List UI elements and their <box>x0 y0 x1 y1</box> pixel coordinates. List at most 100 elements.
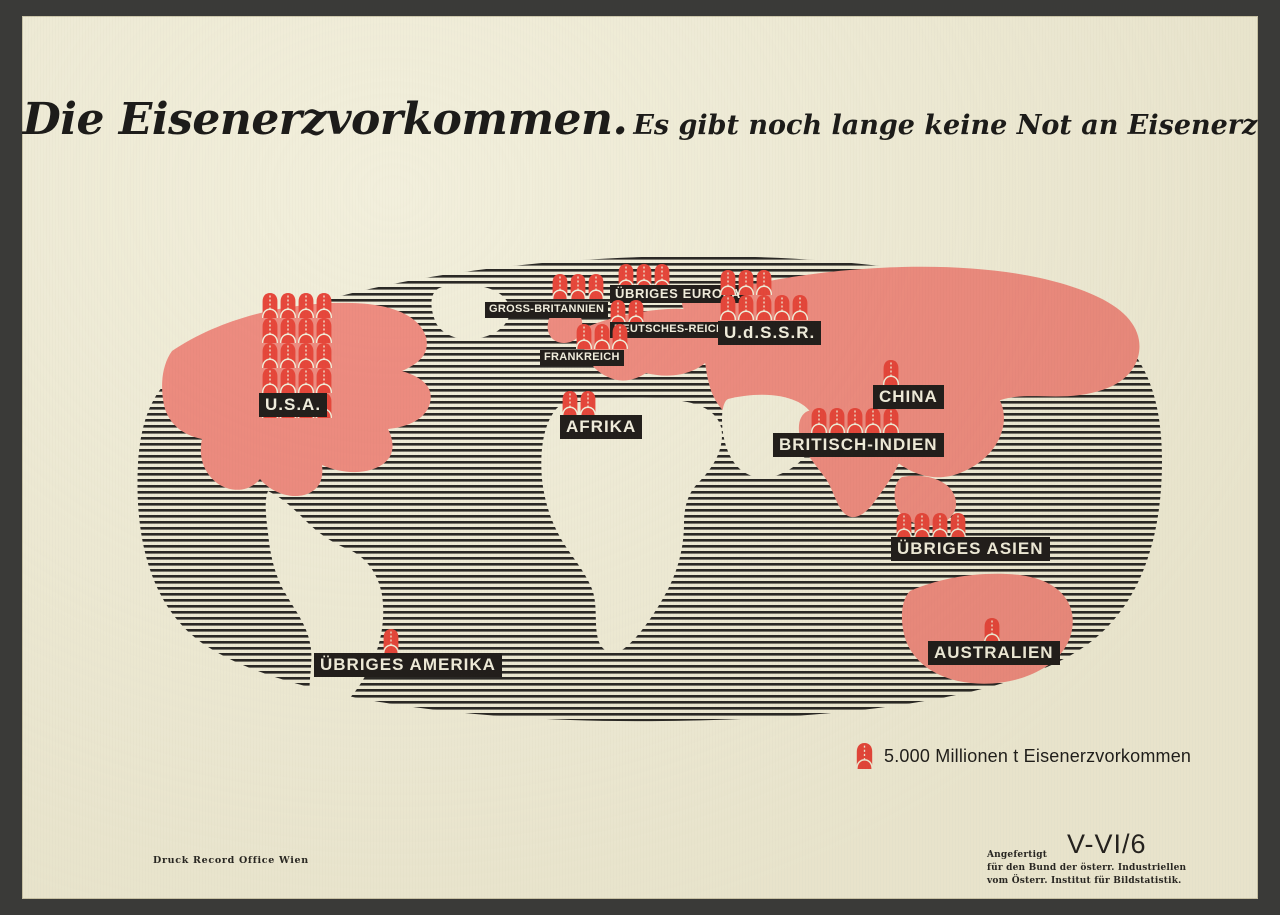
ore-pile-icon <box>932 513 948 538</box>
label-udssr[interactable]: U.d.S.S.R. <box>718 321 822 345</box>
ore-pile-icon <box>298 343 314 368</box>
ore-pile-icon <box>720 270 736 295</box>
pictogram-row <box>383 629 401 654</box>
ore-pile-icon <box>280 293 296 318</box>
ore-pile-icon <box>883 408 899 433</box>
ore-pile-icon <box>720 295 736 320</box>
title-main: Die Eisenerzvorkommen. <box>22 94 628 145</box>
label-afrika[interactable]: AFRIKA <box>560 415 643 439</box>
cluster-deutsches-reich <box>610 300 646 325</box>
ore-pile-icon <box>316 293 332 318</box>
pictogram-row <box>552 274 606 299</box>
ore-pile-icon <box>610 300 626 325</box>
ore-pile-icon <box>883 360 899 385</box>
ore-pile-icon <box>865 408 881 433</box>
ore-pile-icon <box>811 408 827 433</box>
legend: 5.000 Millionen t Eisenerzvorkommen <box>856 743 1192 770</box>
ore-pile-icon <box>280 318 296 343</box>
ore-pile-icon <box>280 343 296 368</box>
ore-pile-icon <box>262 293 278 318</box>
ore-pile-icon <box>896 513 912 538</box>
ore-pile-icon <box>883 408 899 433</box>
ore-pile-icon <box>792 295 808 320</box>
ore-pile-icon <box>950 513 966 538</box>
cluster-udssr <box>720 270 810 320</box>
pictogram-row <box>262 293 334 318</box>
ore-pile-icon <box>829 408 845 433</box>
ore-pile-icon <box>316 343 332 368</box>
ore-pile-icon <box>847 408 863 433</box>
label-uebriges-amerika[interactable]: ÜBRIGES AMERIKA <box>314 653 502 677</box>
ore-pile-icon <box>316 293 332 318</box>
ore-pile-icon <box>383 629 399 654</box>
ore-pile-icon <box>654 264 670 289</box>
label-china[interactable]: CHINA <box>873 385 944 409</box>
legend-label: 5.000 Millionen t Eisenerzvorkommen <box>884 745 1192 766</box>
ore-pile-icon <box>738 295 754 320</box>
ore-pile-icon <box>610 300 626 325</box>
ore-pile-icon <box>576 324 592 349</box>
ore-pile-icon <box>298 343 314 368</box>
ore-pile-icon <box>298 293 314 318</box>
ore-pile-icon <box>883 360 899 385</box>
ore-pile-icon <box>774 295 790 320</box>
ore-pile-icon <box>738 295 754 320</box>
credit-line-3: vom Österr. Institut für Bildstatistik. <box>987 876 1182 887</box>
ore-pile-icon <box>280 368 296 393</box>
ore-pile-icon <box>829 408 845 433</box>
credit-line-1: Angefertigt <box>987 850 1048 860</box>
pictogram-row <box>984 618 1002 643</box>
ore-pile-icon <box>984 618 1000 643</box>
pictogram-row <box>720 295 810 320</box>
label-gross-britannien[interactable]: GROSS-BRITANNIEN <box>485 302 609 318</box>
cluster-frankreich <box>576 324 630 349</box>
label-australien[interactable]: AUSTRALIEN <box>928 641 1060 665</box>
label-usa[interactable]: U.S.A. <box>259 393 328 417</box>
ore-pile-icon <box>562 391 578 416</box>
cluster-china <box>883 360 901 385</box>
plate-number: V-VI/6 <box>1067 829 1147 859</box>
label-frankreich[interactable]: FRANKREICH <box>540 350 624 366</box>
pictogram-row <box>262 318 334 343</box>
ore-pile-icon <box>576 324 592 349</box>
ore-pile-icon <box>932 513 948 538</box>
ore-pile-icon <box>298 368 314 393</box>
ore-pile-icon <box>594 324 610 349</box>
land-africa <box>541 397 722 653</box>
label-deutsches-reich[interactable]: DEUTSCHES-REICH <box>610 322 729 338</box>
title-subtitle: Es gibt noch lange keine Not an Eisenerz <box>633 110 1258 141</box>
ore-pile-icon <box>298 318 314 343</box>
ore-pile-icon <box>280 293 296 318</box>
ore-pile-icon <box>738 270 754 295</box>
ore-pile-icon <box>756 270 772 295</box>
pictogram-row <box>262 343 334 368</box>
ore-pile-icon <box>262 293 278 318</box>
ore-pile-icon <box>594 324 610 349</box>
ore-pile-icon <box>896 513 912 538</box>
ore-pile-icon <box>316 343 332 368</box>
land-greenland <box>431 284 510 340</box>
label-uebriges-asien[interactable]: ÜBRIGES ASIEN <box>891 537 1050 561</box>
label-uebriges-europa[interactable]: ÜBRIGES EUROPA <box>610 285 746 303</box>
ore-pile-icon <box>618 264 634 289</box>
page-title: Die Eisenerzvorkommen. Es gibt noch lange… <box>22 94 1258 145</box>
ore-pile-icon <box>580 391 596 416</box>
pictogram-row <box>811 408 901 433</box>
ore-pile-icon <box>383 629 399 654</box>
ore-pile-icon <box>552 274 568 299</box>
cluster-australien <box>984 618 1002 643</box>
cluster-uebriges-europa <box>618 264 672 289</box>
ore-pile-icon <box>262 343 278 368</box>
label-britisch-indien[interactable]: BRITISCH-INDIEN <box>773 433 944 457</box>
ore-pile-icon <box>950 513 966 538</box>
ore-pile-icon <box>316 368 332 393</box>
ore-pile-icon <box>262 318 278 343</box>
pictogram-row <box>262 368 334 393</box>
ore-pile-icon <box>280 343 296 368</box>
ore-pile-icon <box>588 274 604 299</box>
ore-pile-icon <box>811 408 827 433</box>
ore-pile-icon <box>262 343 278 368</box>
cluster-uebriges-amerika <box>383 629 401 654</box>
landmasses <box>162 266 1140 714</box>
ore-pile-icon <box>298 318 314 343</box>
